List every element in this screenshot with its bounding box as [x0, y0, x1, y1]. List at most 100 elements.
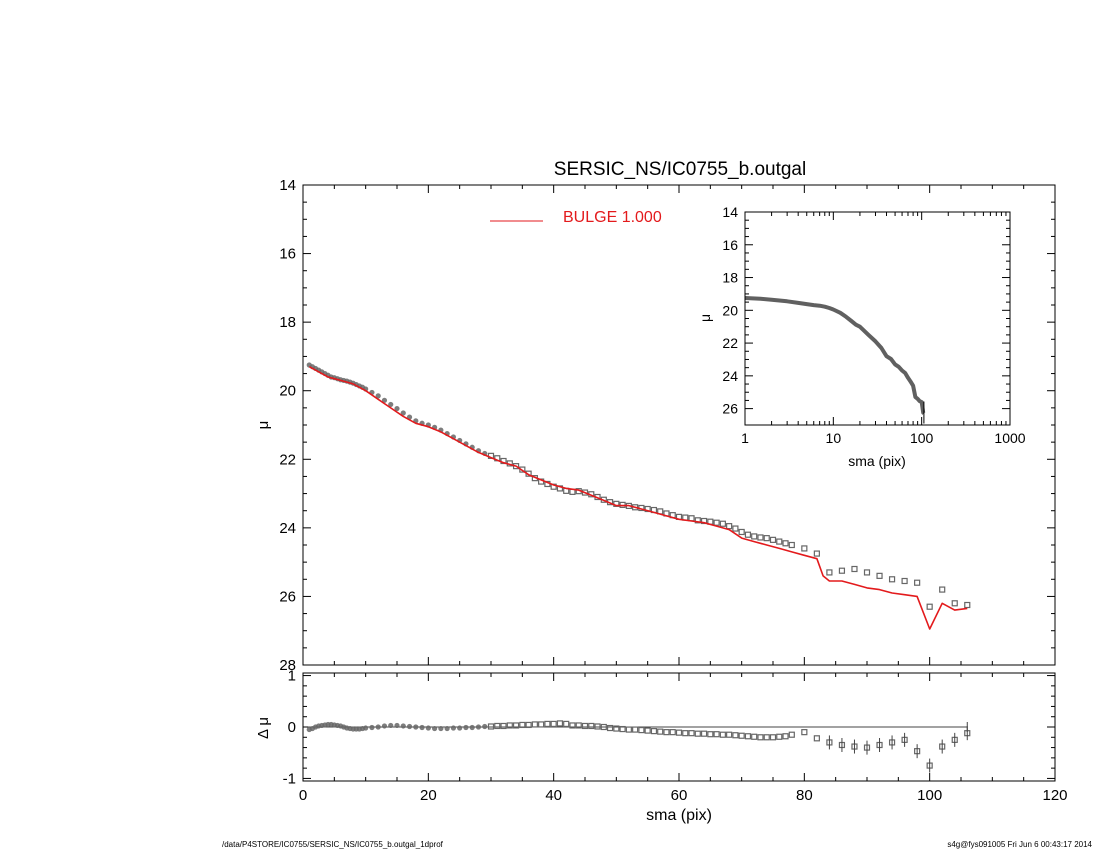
y-tick-label: -1	[283, 770, 296, 787]
data-point	[788, 541, 795, 549]
data-point	[801, 545, 808, 552]
x-tick-label: 100	[910, 430, 934, 446]
y-tick-label: 22	[279, 451, 296, 468]
footer-path: /data/P4STORE/IC0755/SERSIC_NS/IC0755_b.…	[222, 840, 444, 849]
data-point	[469, 724, 475, 731]
data-point	[506, 722, 513, 729]
y-tick-label: 26	[279, 588, 296, 605]
data-point	[369, 724, 375, 731]
data-point	[939, 586, 946, 593]
data-point	[444, 725, 450, 732]
y-tick-label: 22	[722, 335, 738, 351]
data-point	[763, 734, 770, 741]
inset-series	[744, 296, 926, 424]
data-point	[638, 726, 645, 734]
data-point	[413, 724, 419, 730]
data-point	[782, 733, 789, 740]
data-point	[744, 531, 752, 538]
data-point	[381, 397, 388, 403]
data-point	[394, 405, 400, 412]
data-point	[738, 732, 745, 739]
residual-x-axis-label: sma (pix)	[646, 807, 712, 824]
y-tick-label: 20	[279, 383, 296, 400]
data-point	[657, 728, 664, 735]
main-series	[306, 362, 971, 630]
data-point	[406, 723, 413, 730]
data-point	[400, 410, 406, 416]
x-tick-label: 20	[420, 787, 437, 804]
data-point	[388, 722, 394, 729]
data-point	[475, 724, 482, 730]
data-point	[776, 733, 783, 740]
data-point	[763, 535, 770, 542]
main-plot-panel: SERSIC_NS/IC0755_b.outgal 14 16 18 20 22 24 26…	[255, 159, 1056, 674]
x-tick-label: 1	[741, 430, 749, 446]
data-point	[581, 489, 589, 496]
main-plot-frame	[302, 184, 1056, 666]
y-tick-label: 18	[722, 270, 738, 286]
x-tick-label: 100	[917, 787, 942, 804]
data-point	[757, 534, 764, 541]
data-point	[801, 729, 808, 736]
main-y-axis-label: μ	[255, 421, 272, 430]
data-point	[732, 525, 739, 532]
data-point	[719, 520, 726, 527]
data-point	[738, 528, 745, 536]
data-point	[482, 723, 488, 730]
x-tick-label: 10	[826, 430, 842, 446]
data-point	[632, 726, 639, 733]
y-tick-label: 14	[722, 204, 738, 220]
data-point	[813, 735, 820, 742]
data-point	[381, 723, 388, 729]
data-point	[494, 722, 501, 730]
y-tick-label: 16	[279, 246, 296, 263]
data-point	[544, 720, 551, 728]
data-point	[650, 728, 658, 735]
data-point	[726, 731, 733, 738]
data-point	[707, 731, 714, 738]
inset-background	[745, 212, 1010, 425]
x-tick-label: 80	[796, 787, 813, 804]
data-point	[682, 730, 689, 737]
x-tick-label: 1000	[994, 430, 1025, 446]
data-point	[751, 533, 758, 540]
data-point	[851, 565, 858, 573]
data-point	[525, 721, 532, 729]
data-point	[519, 721, 526, 729]
data-point	[575, 722, 582, 729]
series-line	[308, 365, 968, 630]
series-line	[744, 296, 926, 415]
data-point	[419, 724, 425, 731]
data-point	[914, 579, 921, 586]
data-point	[926, 603, 933, 610]
data-point	[669, 729, 676, 736]
data-point	[732, 732, 739, 739]
data-point	[713, 519, 720, 526]
inset-y-axis-label: μ	[697, 314, 713, 322]
y-tick-label: 18	[279, 314, 296, 331]
data-point	[625, 726, 632, 733]
data-point	[901, 577, 908, 585]
main-axis-ticks: 14 16 18 20 22 24 26 28	[279, 177, 1056, 674]
data-point	[463, 724, 469, 731]
data-point	[776, 538, 783, 545]
data-point	[613, 725, 620, 732]
data-point	[563, 720, 570, 728]
footer-timestamp: s4g@fys091005 Fri Jun 6 00:43:17 2014	[947, 840, 1092, 849]
y-tick-label: 1	[288, 668, 296, 685]
y-tick-label: 0	[288, 719, 296, 736]
data-point	[487, 723, 495, 730]
legend-label: BULGE 1.000	[563, 209, 662, 226]
data-point	[375, 393, 381, 399]
data-point	[457, 725, 463, 731]
data-point	[375, 724, 381, 730]
data-point	[769, 734, 777, 741]
residual-y-axis-label: Δ μ	[255, 717, 272, 739]
data-point	[600, 723, 607, 731]
y-tick-label: 14	[279, 177, 296, 194]
data-point	[769, 536, 777, 543]
data-point	[438, 725, 444, 732]
data-point	[450, 725, 456, 731]
data-point	[964, 601, 971, 609]
